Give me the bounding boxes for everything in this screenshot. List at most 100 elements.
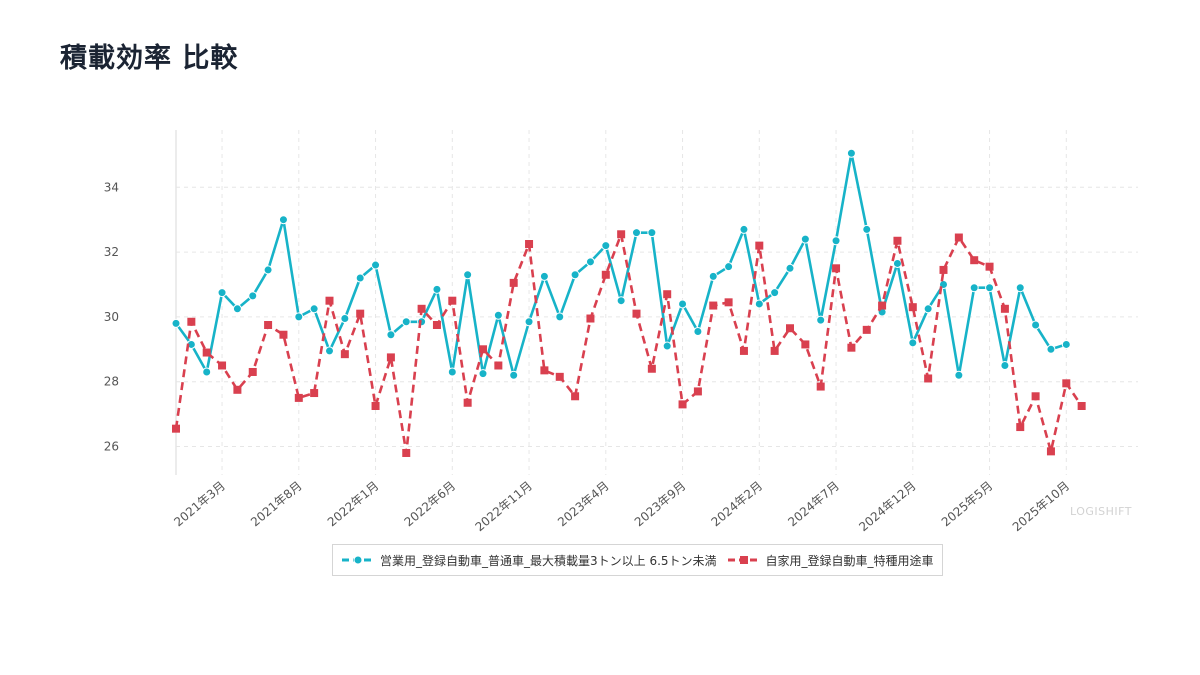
series-2-point[interactable] — [448, 296, 457, 305]
series-1-point[interactable] — [985, 283, 995, 293]
series-1-point[interactable] — [954, 370, 964, 380]
series-2-point[interactable] — [310, 389, 319, 398]
series-1-point[interactable] — [278, 215, 288, 225]
series-1-point[interactable] — [524, 317, 534, 327]
series-2-point[interactable] — [218, 361, 227, 370]
series-2-point[interactable] — [755, 241, 764, 250]
series-2-point[interactable] — [1077, 402, 1086, 410]
series-2-point[interactable] — [617, 230, 626, 239]
series-2-point[interactable] — [494, 361, 503, 370]
series-2-point[interactable] — [847, 343, 856, 352]
legend-item-series2[interactable]: 自家用_登録自動車_特種用途車 — [727, 552, 934, 569]
series-1-point[interactable] — [785, 263, 795, 273]
series-1-point[interactable] — [1061, 339, 1071, 349]
series-1-point[interactable] — [1015, 283, 1025, 293]
series-1-point[interactable] — [371, 260, 381, 270]
series-1-point[interactable] — [1031, 320, 1041, 330]
series-1-point[interactable] — [171, 318, 181, 328]
series-1-point[interactable] — [969, 283, 979, 293]
series-1-point[interactable] — [463, 270, 473, 280]
series-2-point[interactable] — [678, 400, 687, 409]
series-2-point[interactable] — [187, 317, 196, 326]
series-2-point[interactable] — [908, 303, 917, 312]
series-1-point[interactable] — [800, 234, 810, 244]
series-1-point[interactable] — [770, 288, 780, 298]
series-2-point[interactable] — [1046, 447, 1055, 456]
series-1-point[interactable] — [739, 224, 749, 234]
legend-item-series1[interactable]: 営業用_登録自動車_普通車_最大積載量3トン以上 6.5トン未満 — [341, 552, 717, 569]
series-2-point[interactable] — [893, 236, 902, 245]
series-1-point[interactable] — [478, 369, 488, 379]
series-1-point[interactable] — [355, 273, 365, 283]
series-1-point[interactable] — [601, 241, 611, 251]
series-1-point[interactable] — [386, 330, 396, 340]
series-2-point[interactable] — [1031, 392, 1040, 401]
series-1-point[interactable] — [923, 304, 933, 314]
series-2-point[interactable] — [356, 309, 365, 318]
series-2-point[interactable] — [540, 366, 549, 375]
series-2-point[interactable] — [233, 385, 242, 394]
series-2-point[interactable] — [279, 330, 288, 339]
series-2-point[interactable] — [402, 448, 411, 457]
series-2-point[interactable] — [924, 374, 933, 383]
series-1-point[interactable] — [447, 367, 457, 377]
series-2-point[interactable] — [632, 309, 641, 318]
series-2-point[interactable] — [786, 324, 794, 333]
series-1-point[interactable] — [831, 236, 841, 246]
series-2-point[interactable] — [970, 256, 979, 265]
series-2-point[interactable] — [739, 346, 748, 355]
series-2-point[interactable] — [264, 321, 273, 329]
series-2-point[interactable] — [801, 340, 810, 349]
series-1-point[interactable] — [294, 312, 304, 322]
series-2-point[interactable] — [770, 346, 779, 355]
series-1-point[interactable] — [647, 228, 657, 238]
series-1-point[interactable] — [862, 224, 872, 234]
series-2-point[interactable] — [724, 298, 733, 307]
series-1-point[interactable] — [217, 288, 227, 298]
series-2-point[interactable] — [432, 321, 441, 329]
series-2-point[interactable] — [816, 382, 825, 391]
series-1-point[interactable] — [708, 271, 718, 281]
series-2-point[interactable] — [647, 364, 656, 373]
series-1-point[interactable] — [892, 258, 902, 268]
series-1-point[interactable] — [846, 148, 856, 158]
series-2-point[interactable] — [555, 372, 564, 381]
series-1-point[interactable] — [232, 304, 242, 314]
series-1-point[interactable] — [555, 312, 565, 322]
series-2-point[interactable] — [862, 325, 871, 334]
series-1-point[interactable] — [724, 262, 734, 272]
series-2-point[interactable] — [693, 387, 702, 396]
series-1-point[interactable] — [401, 317, 411, 327]
series-2-point[interactable] — [202, 348, 211, 357]
series-1-point[interactable] — [263, 265, 273, 275]
series-2-point[interactable] — [294, 393, 303, 402]
series-2-point[interactable] — [601, 270, 610, 279]
series-1-point[interactable] — [325, 346, 334, 356]
series-2-point[interactable] — [463, 398, 472, 407]
series-2-point[interactable] — [878, 301, 887, 310]
series-2-point[interactable] — [417, 304, 426, 313]
series-2-point[interactable] — [1016, 423, 1025, 432]
series-1-point[interactable] — [816, 315, 826, 325]
series-2-point[interactable] — [954, 233, 963, 242]
series-2-point[interactable] — [248, 367, 257, 376]
series-1-point[interactable] — [340, 314, 350, 324]
series-1-point[interactable] — [754, 299, 764, 309]
series-1-point[interactable] — [585, 257, 595, 267]
series-1-point[interactable] — [432, 284, 442, 294]
series-2-point[interactable] — [479, 345, 487, 354]
series-2-point[interactable] — [525, 240, 534, 248]
series-2-point[interactable] — [939, 265, 948, 274]
series-2-point[interactable] — [325, 296, 334, 305]
series-1-point[interactable] — [678, 299, 688, 309]
series-2-point[interactable] — [832, 264, 841, 273]
series-2-point[interactable] — [709, 301, 718, 310]
series-1-point[interactable] — [908, 338, 918, 348]
series-2-point[interactable] — [586, 314, 595, 323]
series-1-point[interactable] — [539, 271, 549, 281]
series-1-point[interactable] — [662, 341, 672, 351]
series-2-point[interactable] — [172, 424, 180, 433]
series-2-point[interactable] — [1062, 379, 1071, 388]
series-2-point[interactable] — [386, 353, 395, 362]
series-1-point[interactable] — [248, 291, 258, 301]
